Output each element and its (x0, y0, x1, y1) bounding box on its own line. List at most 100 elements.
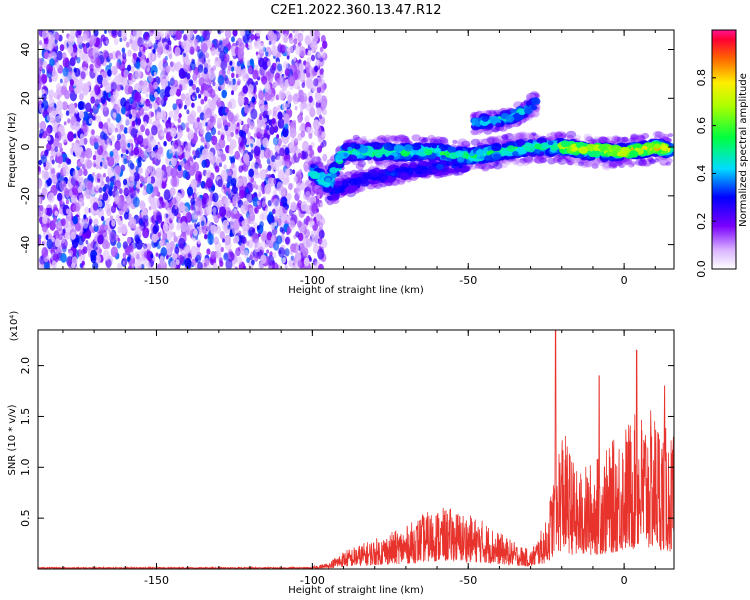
heatmap-cell (254, 243, 258, 248)
heatmap-cell (292, 119, 297, 126)
heatmap-cell (258, 42, 265, 54)
heatmap-cell (230, 131, 234, 138)
heatmap-cell (305, 190, 311, 200)
heatmap-halo (654, 131, 663, 138)
heatmap-cell (216, 117, 222, 126)
heatmap-cell (53, 216, 58, 223)
heatmap-cell (297, 220, 302, 228)
heatmap-halo (439, 136, 447, 142)
heatmap-cell (267, 88, 272, 95)
heatmap-cell (175, 98, 180, 105)
heatmap-cell (279, 44, 286, 54)
heatmap-cell (222, 219, 230, 231)
heatmap-cell (72, 215, 79, 225)
heatmap-cell (41, 187, 48, 196)
heatmap-halo (547, 157, 556, 165)
heatmap-cell (152, 48, 156, 54)
heatmap-cell (238, 129, 244, 137)
heatmap-cell (277, 104, 281, 111)
heatmap-halo (666, 158, 673, 164)
heatmap-cell (272, 252, 277, 259)
heatmap-cell (311, 154, 316, 161)
heatmap-cell (290, 243, 297, 253)
heatmap-ridge-cell (453, 166, 462, 173)
heatmap-cell (307, 50, 312, 56)
heatmap-cell (123, 158, 128, 165)
heatmap-cell (216, 150, 220, 156)
heatmap-cell (311, 203, 319, 215)
heatmap-ridge-cell (333, 188, 341, 194)
heatmap-halo (588, 138, 596, 144)
heatmap-cell (278, 159, 284, 167)
heatmap-cell (257, 184, 263, 193)
heatmap-halo (492, 161, 503, 170)
heatmap-cell (102, 90, 107, 98)
heatmap-cell (57, 192, 63, 202)
heatmap-cell (159, 88, 166, 99)
heatmap-cell (268, 260, 276, 269)
heatmap-cell (300, 108, 303, 114)
heatmap-cell (54, 32, 60, 41)
heatmap-cell (79, 138, 85, 147)
heatmap-halo (477, 129, 484, 134)
heatmap-cell (299, 103, 303, 109)
heatmap-cell (130, 65, 135, 73)
heatmap-halo (563, 154, 571, 161)
heatmap-cell (219, 231, 225, 239)
heatmap-cell (312, 119, 320, 131)
heatmap-cell (286, 47, 291, 53)
heatmap-cell (49, 220, 56, 231)
heatmap-cell (113, 37, 119, 46)
heatmap-cell (108, 231, 116, 243)
heatmap-cell (248, 168, 255, 178)
heatmap-cell (219, 206, 227, 218)
heatmap-cell (232, 30, 238, 37)
heatmap-cell (129, 244, 134, 253)
heatmap-cell (93, 163, 97, 168)
heatmap-cell (225, 191, 229, 196)
heatmap-cell (96, 172, 101, 180)
heatmap-halo (476, 139, 483, 144)
heatmap-cell (220, 153, 227, 162)
heatmap-cell (286, 55, 290, 60)
heatmap-cell (317, 248, 325, 260)
heatmap-cell (247, 84, 254, 93)
heatmap-halo (532, 133, 538, 138)
heatmap-cell (54, 238, 61, 248)
heatmap-halo (564, 155, 573, 163)
heatmap-cell (61, 101, 68, 111)
heatmap-cell (284, 264, 288, 269)
heatmap-halo (565, 158, 575, 165)
heatmap-cell (58, 142, 62, 149)
heatmap-cell (276, 181, 283, 192)
heatmap-cell (178, 130, 184, 138)
heatmap-cell (108, 87, 112, 92)
heatmap-cell (224, 30, 232, 39)
heatmap-ridge-cell (386, 165, 394, 172)
heatmap-halo (521, 159, 530, 166)
heatmap-cell (251, 259, 255, 266)
heatmap-cell (60, 218, 66, 227)
heatmap-cell (109, 215, 114, 221)
heatmap-halo (630, 161, 637, 166)
heatmap-cell (156, 176, 163, 187)
heatmap-cell (191, 102, 195, 108)
heatmap-cell (119, 124, 125, 132)
heatmap-cell (230, 66, 235, 72)
heatmap-cell (79, 217, 85, 227)
heatmap-cell (145, 93, 149, 98)
heatmap-cell (89, 63, 95, 72)
heatmap-cell (254, 207, 258, 214)
heatmap-cell (236, 122, 240, 127)
heatmap-cell (74, 55, 78, 60)
heatmap-cell (163, 140, 167, 147)
heatmap-halo (648, 158, 657, 165)
heatmap-cell (186, 73, 191, 80)
heatmap-cell (60, 252, 67, 263)
heatmap-cell (236, 256, 243, 265)
heatmap-cell (68, 250, 74, 257)
heatmap-halo (501, 134, 509, 140)
heatmap-cell (95, 254, 101, 264)
heatmap-halo (519, 131, 527, 137)
heatmap-cell (67, 34, 75, 46)
